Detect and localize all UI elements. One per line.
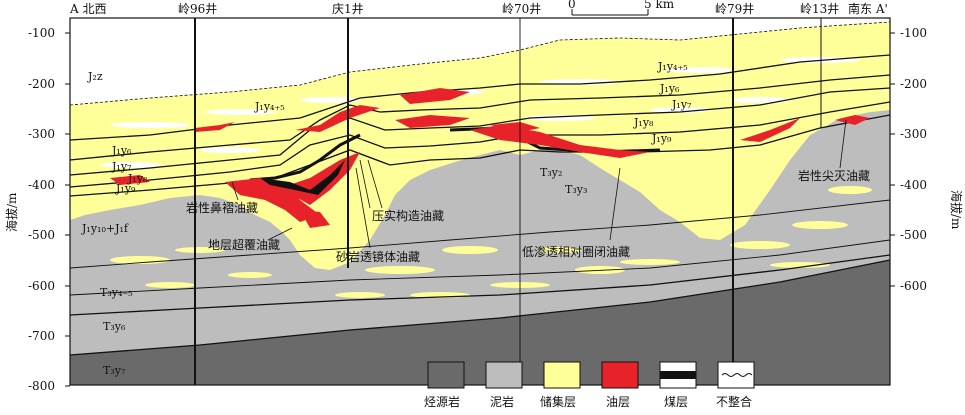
stratum-label: T₃y₂ — [540, 166, 562, 179]
end-label-left: A 北西 — [69, 2, 106, 16]
annotation-compaction-reservoir: 压实构造油藏 — [372, 208, 444, 223]
legend-swatch-oil — [601, 361, 639, 389]
legend-label: 泥岩 — [490, 394, 514, 409]
left-tick: -400 — [28, 178, 55, 192]
stratum-label: T₃y₇ — [103, 364, 126, 377]
left-tick: -700 — [28, 329, 55, 343]
left-tick: -100 — [28, 26, 55, 40]
scale-zero: 0 — [568, 0, 576, 11]
scale-bar: 0 5 km — [568, 0, 675, 16]
left-tick: -800 — [28, 379, 55, 393]
header: A 北西 岭96井 庆1井 岭70井 岭79井 岭13井 南东 A' 0 5 k… — [69, 0, 888, 16]
source-rock-layer — [70, 260, 890, 385]
right-tick: -500 — [900, 228, 927, 242]
stratum-label: J₁y₈ — [127, 172, 148, 185]
well-label: 岭96井 — [178, 2, 217, 16]
annotation-lens-reservoir: 砂岩透镜体油藏 — [336, 249, 420, 264]
right-axis: -100 -200 -300 -400 -500 -600 海拔/m — [890, 26, 964, 293]
annotation-pinchout-reservoir: 岩性尖灭油藏 — [798, 168, 870, 183]
stratum-label: J₁y₄₊₅ — [254, 100, 285, 113]
annotation-lowperm-reservoir: 低渗透相对圈闭油藏 — [522, 244, 630, 259]
stratum-label: J₁y₇ — [111, 160, 132, 173]
right-tick: -400 — [900, 178, 927, 192]
legend-label: 烃源岩 — [424, 394, 460, 409]
right-tick: -100 — [900, 26, 927, 40]
stratum-label: J₁y₉ — [115, 182, 136, 195]
legend-item: 不整合 — [716, 361, 755, 409]
well-label: 庆1井 — [332, 2, 364, 16]
stratum-label: T₃y₆ — [103, 320, 126, 333]
right-tick: -300 — [900, 127, 927, 141]
stratum-label: J₁y₁₀+J₁f — [81, 222, 129, 235]
legend-item: 泥岩 — [485, 361, 523, 409]
j1y10-zone — [70, 208, 335, 315]
stratum-label: J₁y₇ — [671, 98, 692, 111]
legend-label: 储集层 — [540, 394, 576, 409]
legend-swatch-source-rock — [427, 361, 465, 389]
legend-item: 储集层 — [540, 361, 581, 409]
left-axis: -100 -200 -300 -400 -500 -600 -700 -800 … — [4, 26, 70, 393]
annotation-nose-reservoir: 岩性鼻褶油藏 — [186, 200, 258, 215]
legend-item: 油层 — [601, 361, 639, 409]
reservoir-annotations: 岩性鼻褶油藏 地层超覆油藏 压实构造油藏 砂岩透镜体油藏 低渗透相对圈闭油藏 岩… — [186, 119, 870, 264]
right-axis-label: 海拔/m — [949, 190, 964, 230]
stratum-label: J₁y₆ — [659, 82, 680, 95]
stratum-labels: J₂z J₁y₄₊₅ J₁y₄₊₅ J₁y₆ J₁y₆ J₁y₇ J₁y₇ J₁… — [81, 60, 692, 377]
right-tick: -200 — [900, 77, 927, 91]
legend-item: 煤层 — [659, 361, 697, 409]
left-axis-label: 海拔/m — [4, 192, 19, 232]
scale-five: 5 km — [644, 0, 675, 11]
well-label: 岭70井 — [502, 2, 541, 16]
legend-label: 不整合 — [716, 394, 752, 409]
legend-item: 烃源岩 — [424, 361, 465, 409]
stratum-label: T₃y₃ — [565, 183, 587, 196]
annotation-overlap-reservoir: 地层超覆油藏 — [208, 237, 280, 252]
oil-core-black — [260, 160, 345, 195]
left-tick: -500 — [28, 228, 55, 242]
stratum-label: J₁y₈ — [633, 116, 654, 129]
stratum-label: J₁y₆ — [111, 144, 132, 157]
right-tick: -600 — [900, 279, 927, 293]
legend-swatch-mudstone — [485, 361, 523, 389]
well-lines — [194, 18, 822, 385]
legend: 烃源岩 泥岩 储集层 油层 煤层 不整合 — [424, 361, 755, 409]
left-tick: -600 — [28, 279, 55, 293]
legend-swatch-reservoir — [543, 361, 581, 389]
well-label: 岭13井 — [800, 2, 839, 16]
stratum-label: J₁y₄₊₅ — [657, 60, 688, 73]
oil-layers — [110, 88, 870, 228]
legend-label: 煤层 — [664, 395, 688, 409]
left-tick: -300 — [28, 127, 55, 141]
stratum-label: J₂z — [87, 70, 103, 83]
stratum-label: T₃y₄₋₅ — [100, 286, 133, 299]
unconformity-line — [69, 21, 891, 106]
cross-section — [69, 17, 891, 386]
jurassic-reservoir-fill — [70, 22, 890, 270]
section-frame — [69, 17, 891, 386]
legend-label: 油层 — [606, 395, 630, 409]
left-tick: -200 — [28, 77, 55, 91]
well-label: 岭79井 — [715, 2, 754, 16]
stratum-label: J₁y₉ — [651, 132, 672, 145]
legend-swatch-unconformity — [717, 361, 755, 389]
end-label-right: 南东 A' — [848, 1, 888, 16]
